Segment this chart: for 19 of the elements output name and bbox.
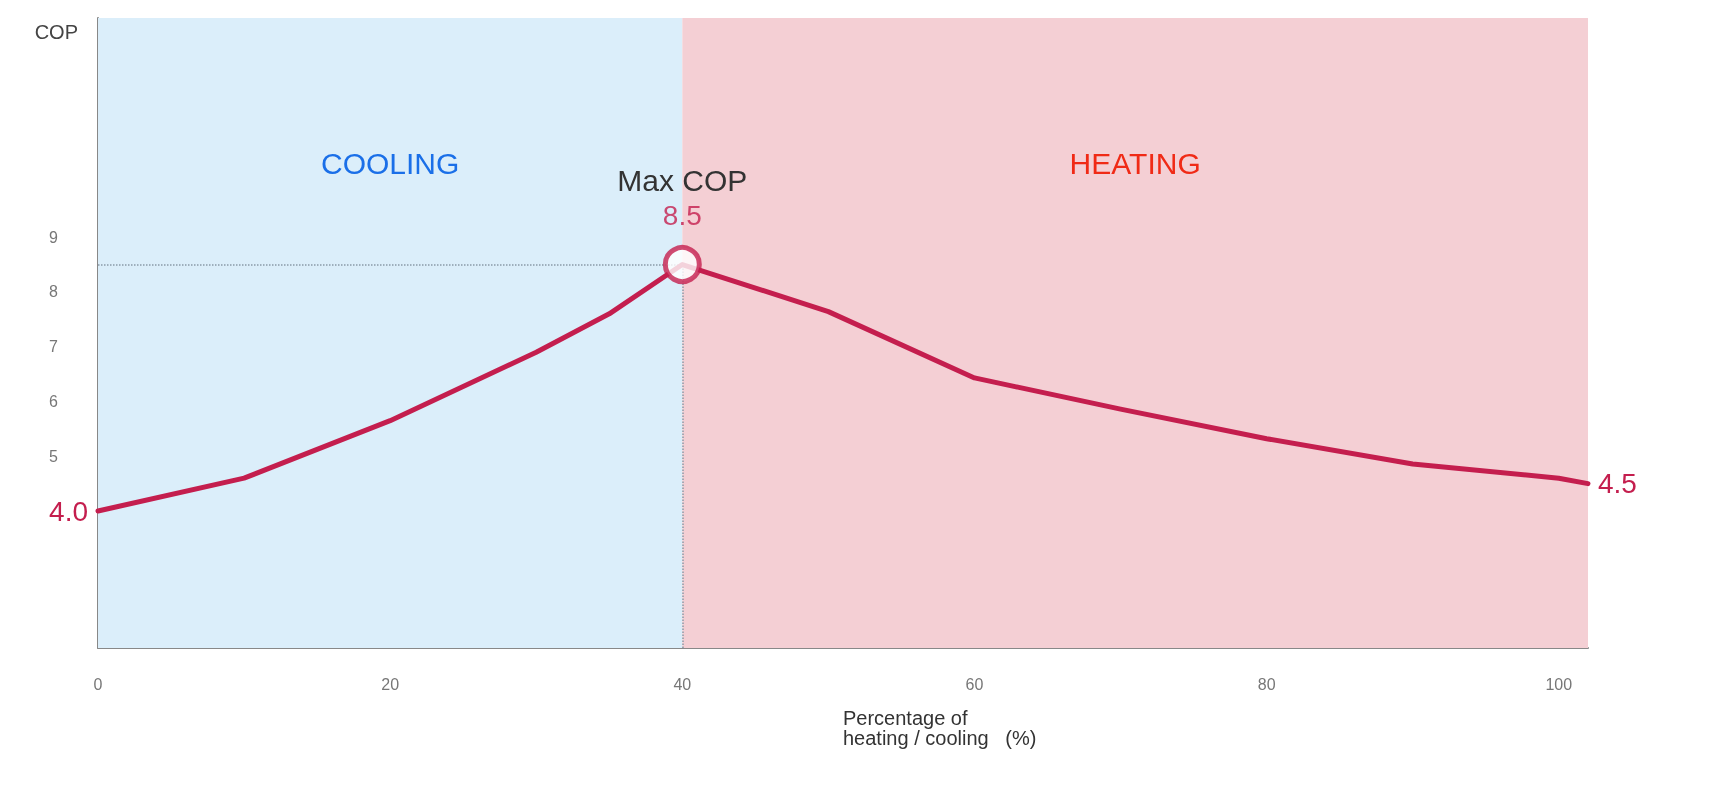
annotation: Max COP bbox=[617, 164, 748, 198]
x-tick-label: 20 bbox=[381, 675, 400, 693]
x-axis-title: Percentage of heating / cooling (%) bbox=[843, 707, 1037, 749]
band-label: COOLING bbox=[320, 146, 460, 180]
data-label: 4.0 bbox=[49, 495, 88, 527]
y-axis-title: COP bbox=[34, 21, 78, 43]
y-tick-label: 9 bbox=[49, 228, 59, 246]
x-tick-label: 40 bbox=[673, 675, 692, 693]
x-tick-label: 0 bbox=[93, 675, 103, 693]
data-label: 8.5 bbox=[662, 199, 702, 231]
y-tick-label: 8 bbox=[49, 283, 59, 301]
x-tick-label: 80 bbox=[1257, 675, 1276, 693]
data-label: 4.5 bbox=[1598, 468, 1637, 500]
y-tick-label: 7 bbox=[49, 338, 59, 356]
x-tick-label: 100 bbox=[1545, 675, 1573, 693]
y-tick-label: 6 bbox=[49, 392, 59, 410]
x-tick-label: 60 bbox=[965, 675, 984, 693]
band-label: HEATING bbox=[1069, 146, 1201, 180]
y-tick-label: 5 bbox=[49, 447, 59, 465]
